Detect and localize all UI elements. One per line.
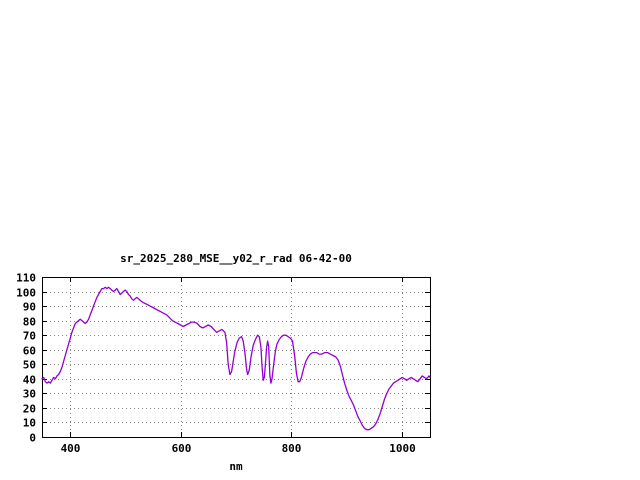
x-tick-label: 400 xyxy=(61,442,81,455)
y-tick-label: 0 xyxy=(29,432,36,445)
y-tick-label: 80 xyxy=(23,316,36,329)
y-tick-label: 10 xyxy=(23,417,36,430)
plot-border xyxy=(42,277,431,438)
grid-layer xyxy=(42,277,430,438)
series-layer xyxy=(41,286,431,431)
x-tick-label: 800 xyxy=(282,442,302,455)
y-tick-label: 100 xyxy=(16,287,36,300)
y-tick-label: 60 xyxy=(23,345,36,358)
chart-title: sr_2025_280_MSE__y02_r_rad 06-42-00 xyxy=(120,252,352,265)
y-tick-label: 30 xyxy=(23,388,36,401)
tick-layer xyxy=(42,277,430,438)
y-tick-label: 50 xyxy=(23,359,36,372)
y-tick-label: 40 xyxy=(23,374,36,387)
x-tick-label: 1000 xyxy=(389,442,416,455)
y-tick-label: 90 xyxy=(23,301,36,314)
y-tick-label: 70 xyxy=(23,330,36,343)
spectrum-line xyxy=(41,286,431,431)
y-tick-label: 20 xyxy=(23,403,36,416)
x-axis-label: nm xyxy=(229,460,243,473)
y-tick-label: 110 xyxy=(16,272,36,285)
x-tick-label: 600 xyxy=(172,442,192,455)
